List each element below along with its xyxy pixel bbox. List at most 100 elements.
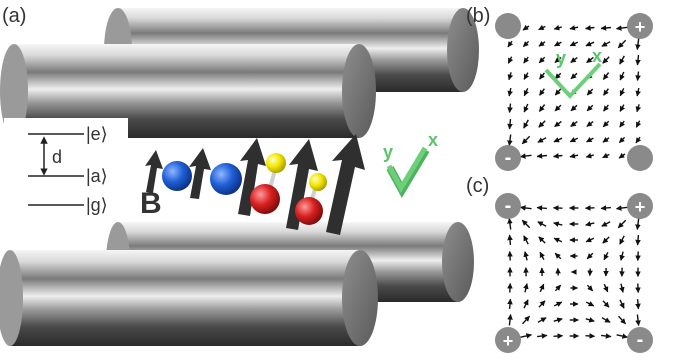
field-vector: [538, 40, 546, 47]
field-vector: [617, 219, 627, 229]
field-vector: [554, 120, 562, 128]
electrode-c-bottom-right-sign: -: [637, 329, 644, 351]
molecules: [162, 153, 327, 225]
field-vector: [601, 317, 611, 323]
field-vector: [539, 283, 545, 293]
field-vector: [521, 315, 531, 325]
field-vector: [585, 333, 596, 339]
field-vector: [539, 88, 545, 96]
axis-y-label: y: [556, 48, 566, 68]
field-vector: [569, 153, 579, 159]
field-vector: [520, 333, 532, 339]
blue-atom: [210, 163, 242, 195]
field-vector: [553, 153, 563, 159]
field-vector: [538, 24, 546, 31]
field-vector: [570, 121, 578, 127]
field-vector: [507, 103, 513, 113]
field-vector: [635, 38, 641, 51]
axis-x-label: x: [428, 130, 438, 150]
field-vector: [586, 121, 594, 127]
field-vector: [507, 40, 514, 48]
field-vector: [600, 25, 611, 31]
field-vector: [554, 252, 562, 260]
field-vector: [619, 251, 625, 261]
electrode-b-top-right: [627, 13, 653, 39]
field-vector: [600, 205, 611, 211]
field-vector: [601, 221, 611, 227]
field-vector: [619, 299, 625, 309]
electrode-c-top-right: [627, 193, 653, 219]
field-vector: [602, 120, 610, 128]
field-vector: [523, 235, 529, 245]
field-vector: [507, 134, 513, 147]
field-vector: [602, 236, 610, 244]
field-vector: [585, 301, 595, 307]
panel-label-b: (b): [466, 5, 490, 27]
field-vector: [635, 299, 641, 310]
vector-field-c: [507, 205, 641, 339]
field-vector: [618, 152, 626, 159]
field-vector: [507, 217, 513, 230]
field-vector: [619, 283, 625, 293]
field-vector: [519, 205, 532, 211]
field-vector: [601, 41, 611, 47]
field-vector: [586, 56, 594, 64]
field-vector: [554, 57, 562, 63]
field-vector: [538, 236, 546, 244]
field-vector: [619, 55, 625, 65]
field-vector: [507, 119, 513, 130]
field-vector: [553, 301, 563, 307]
molecule-red-yellow: [295, 173, 327, 225]
field-vector: [553, 221, 563, 227]
field-vector: [586, 88, 594, 96]
blue-atom: [162, 161, 192, 191]
up-arrow-icon: [326, 134, 365, 235]
electrode-c-bottom-left: [495, 327, 521, 353]
field-vector: [523, 56, 530, 64]
field-vector: [507, 234, 513, 245]
field-vector: [570, 104, 578, 112]
field-vector: [619, 120, 626, 128]
field-vector: [585, 25, 595, 31]
field-vector: [619, 88, 625, 97]
field-vector: [507, 72, 514, 81]
field-vector: [570, 72, 578, 80]
electrode-c-top-left-sign: -: [505, 195, 512, 217]
field-vector: [507, 298, 513, 309]
field-vector: [586, 104, 594, 112]
field-label: B: [140, 187, 162, 220]
field-vector: [635, 87, 641, 97]
field-vector: [635, 136, 642, 144]
field-vector: [615, 25, 628, 31]
field-vector: [539, 251, 545, 261]
field-vector: [616, 333, 628, 339]
field-vector: [617, 39, 627, 49]
field-vector: [602, 72, 610, 80]
field-vector: [537, 333, 548, 339]
field-vector: [635, 55, 641, 66]
field-vector: [601, 333, 612, 339]
field-vector: [554, 284, 562, 292]
field-vector: [507, 56, 514, 64]
field-vector: [635, 314, 641, 326]
panel-label-c: (c): [466, 175, 489, 197]
field-vector: [602, 152, 610, 159]
up-arrow-icon: [238, 138, 266, 216]
up-arrow-icon: [189, 148, 211, 199]
axis-y-label: y: [383, 142, 393, 162]
field-arrows: [145, 134, 365, 235]
field-vector: [603, 251, 609, 261]
field-vector: [603, 88, 609, 96]
field-vector: [619, 104, 626, 112]
field-vector: [585, 41, 595, 47]
axis-x-label: x: [592, 46, 602, 66]
field-vector: [519, 153, 532, 159]
field-vector: [586, 252, 594, 260]
field-vector: [539, 72, 545, 80]
field-vector: [537, 221, 547, 227]
field-vector: [536, 153, 547, 159]
field-vector: [602, 300, 610, 308]
field-vector: [523, 283, 529, 293]
electrode-c-top-right-sign: +: [635, 197, 646, 217]
field-vector: [602, 136, 610, 143]
